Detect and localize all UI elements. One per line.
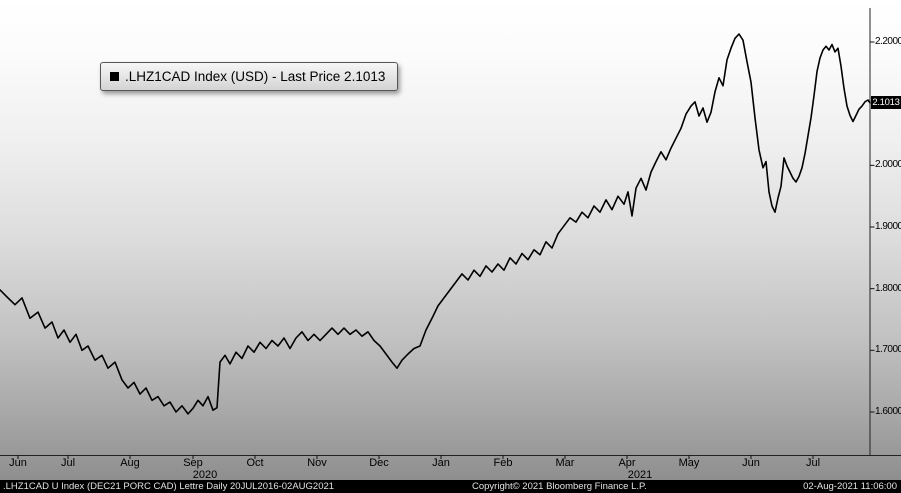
footer-timestamp: 02-Aug-2021 11:06:00 bbox=[803, 481, 897, 492]
y-axis-label: 1.9000 bbox=[875, 221, 901, 232]
chart-plot-area[interactable]: .LHZ1CAD Index (USD) - Last Price 2.1013… bbox=[0, 0, 901, 481]
y-axis-label: 1.8000 bbox=[875, 282, 901, 294]
y-axis-label: 2.0000 bbox=[875, 159, 901, 171]
x-axis-month-label: Feb bbox=[493, 457, 513, 469]
x-axis-month-label: Nov bbox=[307, 457, 327, 469]
x-axis-month-label: Apr bbox=[618, 457, 636, 469]
x-axis-year-label: 2021 bbox=[627, 469, 653, 481]
x-axis-month-label: Oct bbox=[246, 457, 264, 469]
y-axis-label: 2.2000 bbox=[875, 36, 901, 47]
last-price-value: 2.1013 bbox=[872, 97, 900, 109]
x-axis-month-label: Jul bbox=[60, 457, 76, 469]
y-axis-label: 1.6000 bbox=[875, 406, 901, 417]
legend-text: .LHZ1CAD Index (USD) - Last Price 2.1013 bbox=[125, 69, 386, 84]
x-axis-year-label: 2020 bbox=[192, 469, 218, 481]
x-axis-month-label: Jan bbox=[432, 457, 450, 469]
x-axis-month-label: May bbox=[678, 457, 700, 469]
price-line-chart bbox=[0, 8, 901, 459]
x-axis-month-label: Aug bbox=[120, 457, 140, 469]
x-axis-month-label: Mar bbox=[555, 457, 575, 469]
x-axis-month-label: Jun bbox=[9, 457, 27, 469]
footer-copyright: Copyright© 2021 Bloomberg Finance L.P. bbox=[472, 481, 647, 492]
status-bar: .LHZ1CAD U Index (DEC21 PORC CAD) Lettre… bbox=[0, 480, 901, 493]
last-price-badge: 2.1013 bbox=[871, 96, 901, 110]
footer-ticker-description: .LHZ1CAD U Index (DEC21 PORC CAD) Lettre… bbox=[3, 481, 335, 492]
x-axis-month-label: Dec bbox=[369, 457, 389, 469]
series-marker-icon bbox=[110, 72, 119, 81]
y-axis-label: 1.7000 bbox=[875, 344, 901, 356]
chart-legend[interactable]: .LHZ1CAD Index (USD) - Last Price 2.1013 bbox=[100, 62, 399, 91]
x-axis-month-label: Sep bbox=[183, 457, 203, 469]
x-axis-month-label: Jul bbox=[805, 457, 821, 469]
x-axis-month-label: Jun bbox=[742, 457, 760, 469]
price-series-line bbox=[0, 33, 871, 415]
